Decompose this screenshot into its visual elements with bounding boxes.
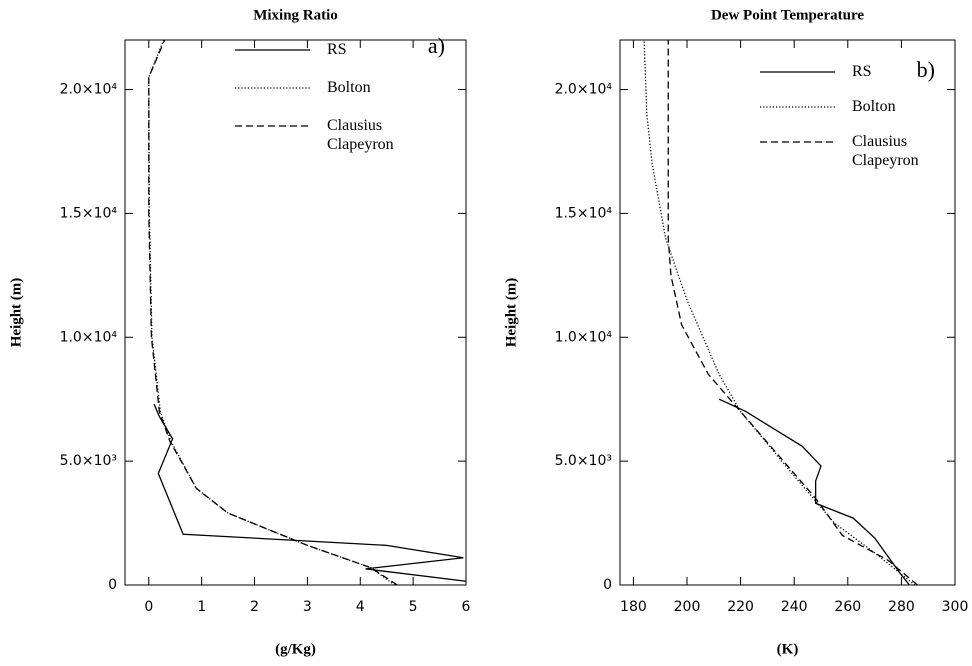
x-tick-label: 300 [942,599,969,615]
y-tick-label: 5.0×10³ [555,453,612,469]
y-axis-label: Height (m) [503,278,519,348]
x-tick-label: 280 [888,599,915,615]
y-tick-label: 1.5×10⁴ [555,205,613,221]
chart-title: Dew Point Temperature [711,7,864,23]
legend-label: Clausius Clapeyron [852,133,919,169]
x-tick-label: 0 [144,599,153,615]
x-tick-label: 220 [727,599,754,615]
legend-label: RS [852,63,872,80]
y-tick-label: 5.0×10³ [60,453,117,469]
y-axis-label: Height (m) [8,278,24,348]
panel-label: b) [917,57,935,82]
x-tick-label: 180 [620,599,647,615]
x-tick-label: 200 [674,599,701,615]
series-line [718,398,910,586]
y-tick-label: 1.0×10⁴ [555,329,613,345]
series-line [153,403,467,582]
y-tick-label: 0 [108,577,117,593]
x-tick-label: 6 [462,599,471,615]
legend-label: RS [327,41,347,58]
x-axis-label: (g/Kg) [275,641,316,657]
series-line [643,39,916,586]
series-line [667,40,918,586]
x-tick-label: 5 [409,599,418,615]
x-tick-label: 260 [834,599,861,615]
x-tick-label: 3 [303,599,312,615]
x-tick-label: 2 [250,599,259,615]
legend-label: Bolton [327,79,371,96]
legend-label: Bolton [852,98,896,115]
x-tick-label: 240 [781,599,808,615]
legend-label: Clausius Clapeyron [327,117,394,153]
y-tick-label: 1.5×10⁴ [60,205,118,221]
series-line [148,39,398,586]
panel-label: a) [428,33,445,58]
plot-frame [124,39,467,586]
x-tick-label: 1 [197,599,206,615]
x-axis-label: (K) [777,641,799,657]
series-line [148,39,396,586]
x-tick-label: 4 [356,599,365,615]
plot-frame [619,39,956,586]
chart-title: Mixing Ratio [253,7,338,23]
y-tick-label: 0 [603,577,612,593]
y-tick-label: 1.0×10⁴ [60,329,118,345]
y-tick-label: 2.0×10⁴ [60,82,118,98]
y-tick-label: 2.0×10⁴ [555,82,613,98]
